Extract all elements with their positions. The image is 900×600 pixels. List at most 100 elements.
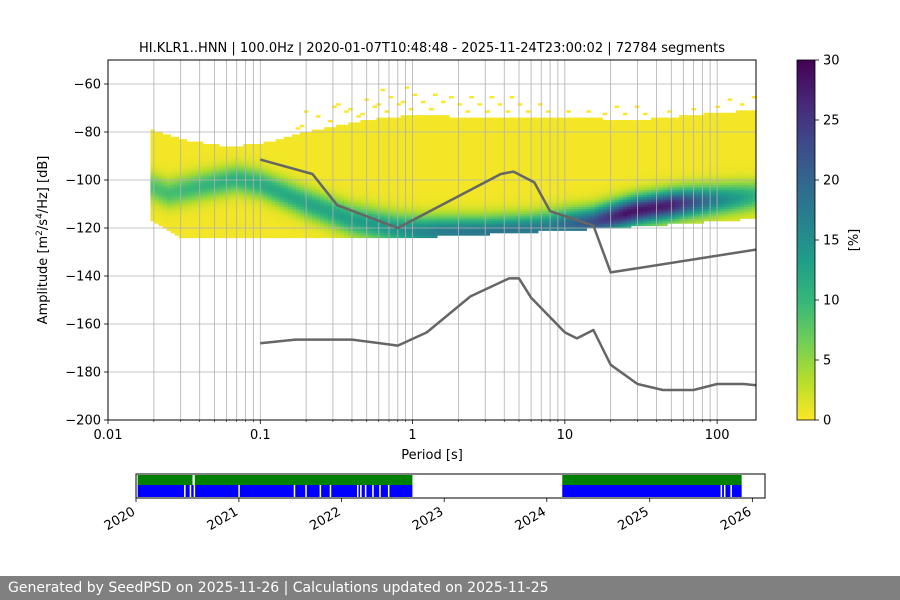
density-cell [372, 139, 378, 143]
density-cell [521, 151, 527, 155]
density-cell [396, 232, 402, 236]
density-cell [170, 220, 176, 224]
density-cell [320, 232, 325, 236]
density-cell [521, 201, 527, 205]
density-cell [275, 218, 281, 222]
density-cell [437, 115, 442, 118]
density-cell [521, 156, 527, 159]
density-cell [344, 204, 349, 207]
density-cell [279, 228, 285, 231]
density-cell [453, 124, 458, 128]
density-cell [582, 160, 587, 164]
density-cell [352, 146, 357, 150]
density-cell [392, 201, 398, 205]
density-cell [320, 168, 325, 171]
density-cell [360, 129, 365, 133]
density-cell [287, 218, 293, 222]
density-cell [372, 216, 378, 219]
density-cell [546, 225, 551, 229]
density-cell [582, 151, 587, 155]
density-cell [396, 192, 402, 195]
density-cell [219, 180, 224, 183]
density-cell [497, 129, 503, 133]
density-cell [158, 168, 164, 171]
density-cell [586, 141, 591, 145]
density-cell [263, 153, 269, 157]
density-cell [558, 182, 563, 186]
density-cell [412, 153, 418, 157]
density-cell [457, 184, 462, 188]
density-cell [380, 175, 386, 179]
density-cell [356, 232, 361, 236]
density-cell [279, 151, 285, 155]
density-cell [275, 146, 281, 150]
density-cell [404, 120, 410, 123]
density-cell [412, 184, 418, 188]
density-cell [368, 153, 373, 157]
density-cell [485, 216, 491, 219]
density-cell [489, 228, 495, 231]
density-cell [231, 168, 236, 171]
density-cell [360, 172, 365, 176]
density-cell [291, 134, 297, 138]
density-cell [505, 180, 511, 183]
density-cell [215, 192, 220, 195]
density-cell [344, 160, 349, 164]
density-cell [154, 180, 160, 183]
density-cell [392, 151, 398, 155]
density-cell [529, 225, 535, 229]
density-cell [429, 177, 434, 181]
density-cell [267, 192, 273, 195]
density-cell [231, 220, 236, 224]
density-cell [259, 206, 264, 210]
density-cell [400, 175, 406, 179]
density-cell [412, 122, 418, 126]
density-cell [574, 220, 579, 224]
density-cell [231, 156, 236, 159]
density-cell [477, 144, 482, 147]
density-cell [271, 177, 277, 181]
density-cell [344, 153, 349, 157]
density-cell [533, 196, 539, 200]
density-cell [570, 136, 575, 140]
density-cell [396, 122, 402, 126]
density-cell [437, 156, 442, 159]
density-cell [408, 172, 414, 176]
density-cell [578, 132, 583, 135]
density-cell [340, 160, 345, 164]
density-cell [477, 177, 482, 181]
density-cell [307, 180, 313, 183]
density-cell [481, 187, 487, 191]
density-cell [158, 204, 164, 207]
density-cell [477, 192, 482, 195]
density-cell [429, 158, 434, 162]
density-cell [538, 196, 543, 200]
density-cell [239, 151, 244, 155]
density-cell [190, 216, 196, 219]
density-cell [223, 211, 228, 215]
density-cell [235, 153, 240, 157]
density-cell [433, 129, 438, 133]
density-cell [315, 235, 321, 239]
density-cell [513, 117, 519, 120]
density-cell [259, 201, 264, 205]
density-cell [202, 156, 208, 159]
density-cell [550, 187, 555, 191]
density-cell [400, 122, 406, 126]
density-cell [525, 208, 531, 212]
density-cell [485, 177, 491, 181]
density-cell [255, 225, 260, 229]
density-cell [570, 220, 575, 224]
density-cell [404, 211, 410, 215]
density-cell [546, 175, 551, 179]
density-cell [538, 225, 543, 229]
density-cell [505, 129, 511, 133]
density-cell [336, 141, 341, 145]
density-cell [412, 115, 418, 119]
density-cell [158, 163, 164, 167]
density-cell [336, 175, 341, 179]
density-cell [416, 129, 422, 133]
density-cell [469, 165, 474, 169]
density-cell [206, 153, 212, 157]
density-cell [477, 216, 482, 219]
